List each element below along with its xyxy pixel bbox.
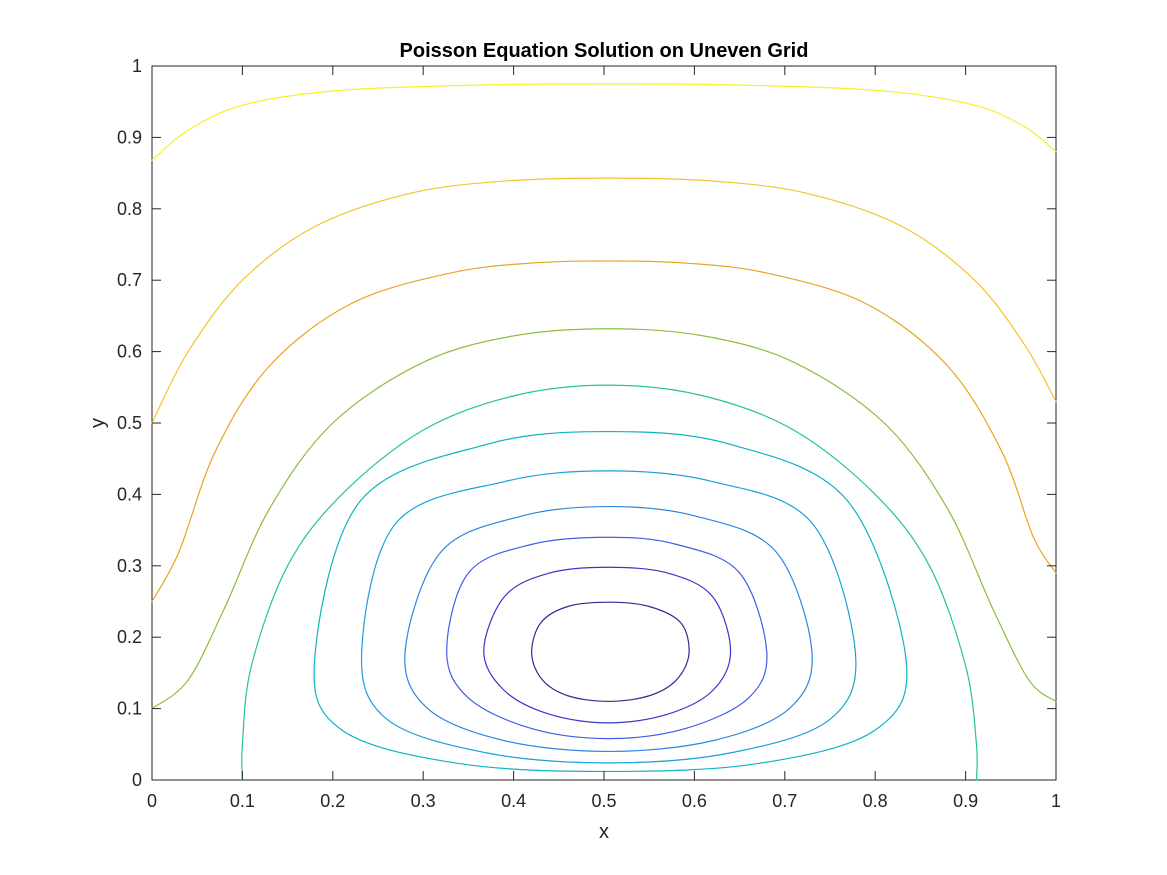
x-tick-label-7: 0.7: [772, 791, 797, 811]
x-tick-label-10: 1: [1051, 791, 1061, 811]
contour-line-4: [404, 505, 813, 753]
x-tick-label-1: 0.1: [230, 791, 255, 811]
y-tick-label-10: 1: [132, 56, 142, 76]
contour-line-11: [151, 83, 1057, 161]
chart-title: Poisson Equation Solution on Uneven Grid: [400, 40, 809, 62]
y-tick-label-3: 0.3: [117, 556, 142, 576]
contour-line-3: [446, 536, 768, 740]
x-tick-label-5: 0.5: [591, 791, 616, 811]
y-tick-label-8: 0.8: [117, 199, 142, 219]
x-tick-label-8: 0.8: [863, 791, 888, 811]
y-tick-label-7: 0.7: [117, 270, 142, 290]
contour-line-8: [151, 328, 1057, 710]
x-tick-label-2: 0.2: [320, 791, 345, 811]
axis-ticks: [151, 65, 1057, 781]
contour-line-5: [360, 470, 857, 764]
contour-line-2: [483, 566, 732, 724]
y-tick-label-9: 0.9: [117, 127, 142, 147]
x-tick-label-9: 0.9: [953, 791, 978, 811]
y-tick-labels: 0 0.1 0.2 0.3 0.4 0.5 0.6 0.7 0.8 0.9 1: [117, 56, 142, 790]
contour-line-9: [151, 260, 1057, 603]
y-axis-label: y: [87, 418, 109, 428]
contour-line-10: [151, 177, 1057, 424]
y-tick-label-5: 0.5: [117, 413, 142, 433]
y-tick-label-2: 0.2: [117, 627, 142, 647]
x-tick-label-6: 0.6: [682, 791, 707, 811]
y-tick-label-6: 0.6: [117, 342, 142, 362]
x-axis-label: x: [599, 821, 609, 843]
contour-line-7: [241, 384, 978, 781]
y-tick-label-4: 0.4: [117, 484, 142, 504]
y-tick-label-1: 0.1: [117, 699, 142, 719]
contour-line-1: [531, 601, 690, 703]
x-tick-label-3: 0.3: [411, 791, 436, 811]
y-tick-label-0: 0: [132, 770, 142, 790]
contour-line-6: [313, 430, 908, 773]
x-tick-labels: 0 0.1 0.2 0.3 0.4 0.5 0.6 0.7 0.8 0.9 1: [147, 791, 1061, 811]
x-tick-label-4: 0.4: [501, 791, 526, 811]
x-tick-label-0: 0: [147, 791, 157, 811]
contour-lines: [151, 83, 1057, 781]
plot-area: [151, 65, 1057, 781]
